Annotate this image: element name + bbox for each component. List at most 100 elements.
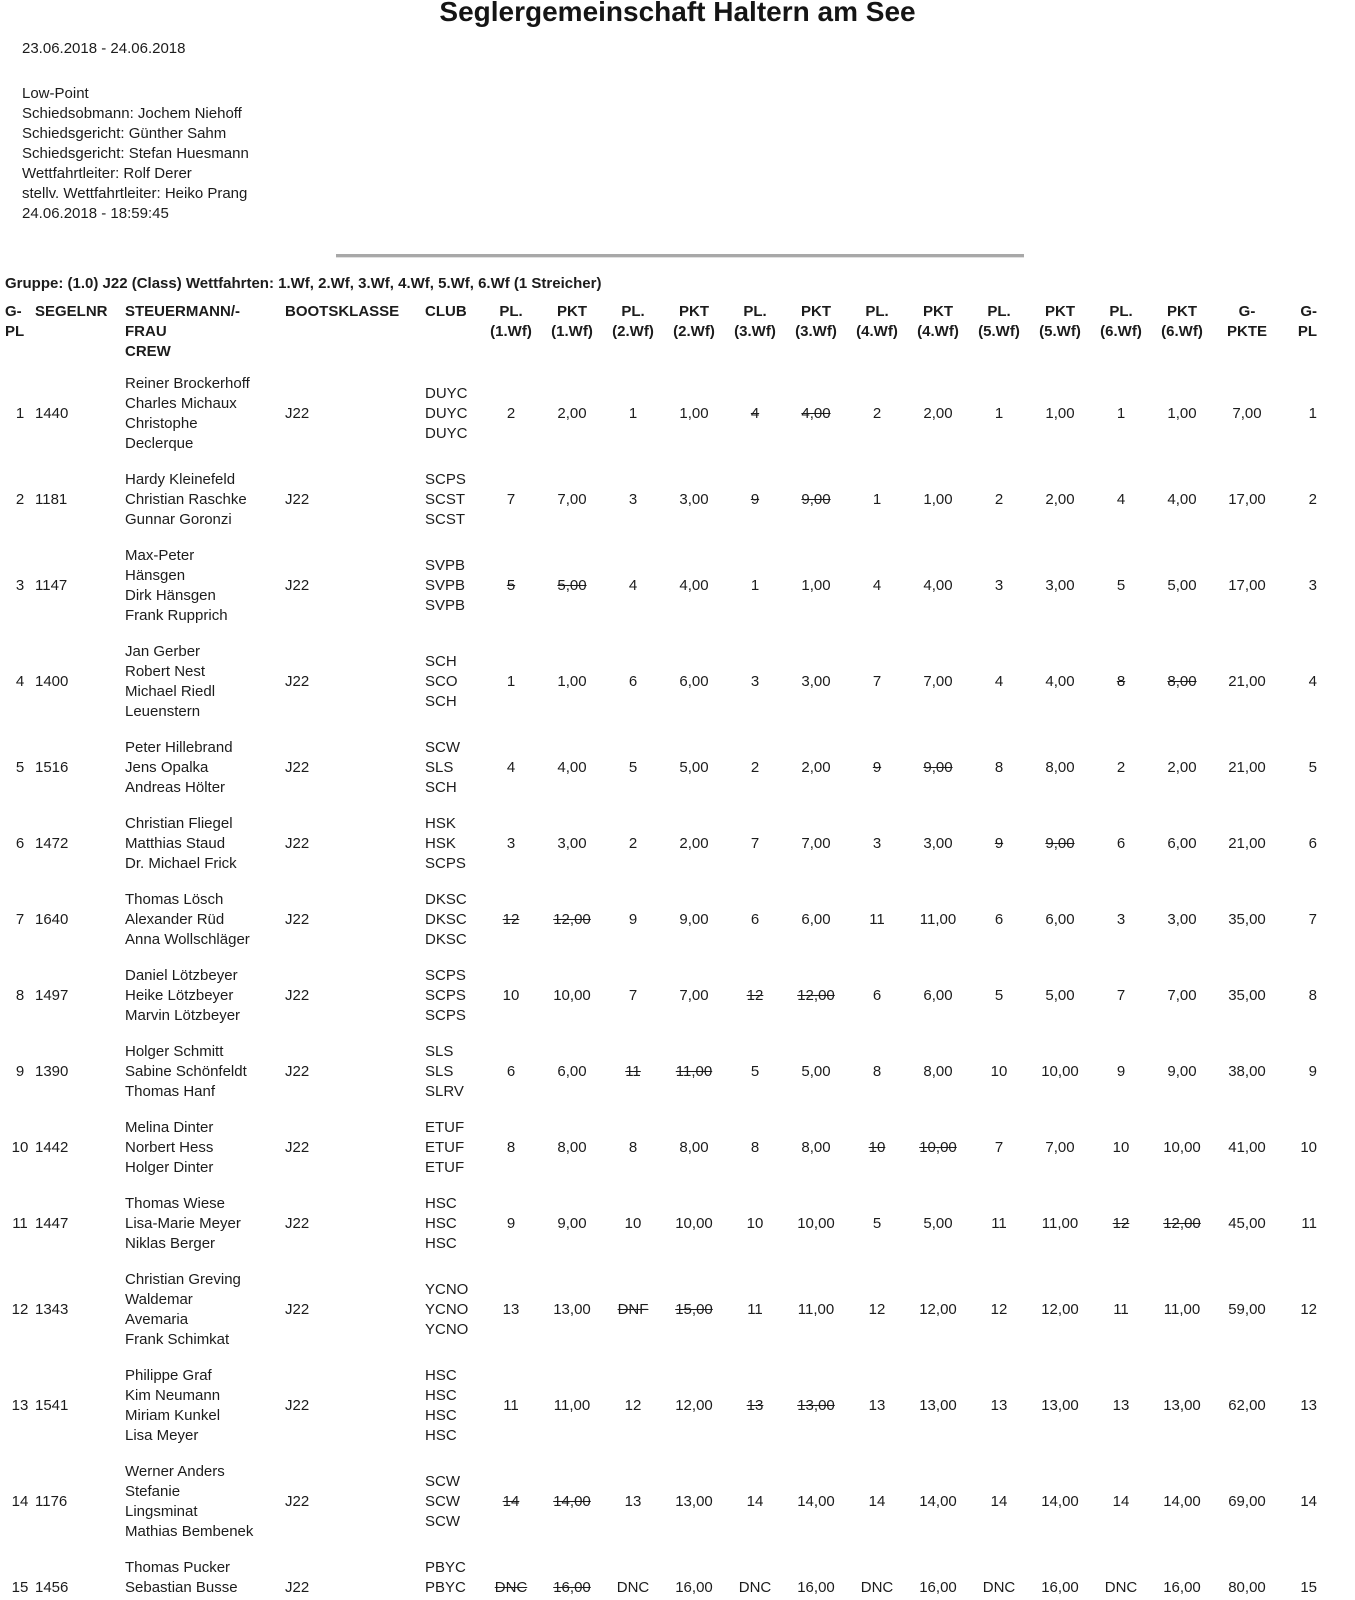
club-line: SCW bbox=[425, 1493, 460, 1510]
club-line: SCW bbox=[425, 1473, 460, 1490]
race-points-cell: 2,00 bbox=[1045, 491, 1075, 508]
club-line: SLRV bbox=[425, 1083, 464, 1100]
race-points-cell: 8,00 bbox=[801, 1139, 831, 1156]
total-points-cell: 17,00 bbox=[1228, 491, 1266, 508]
race-points-cell: 16,00 bbox=[675, 1579, 713, 1596]
club-line: DUYC bbox=[425, 385, 468, 402]
race-points-cell: 5,00 bbox=[1045, 987, 1075, 1004]
race-place-cell: DNC bbox=[616, 1579, 650, 1596]
club-line: YCNO bbox=[425, 1281, 469, 1298]
header-line: PKT bbox=[557, 303, 587, 320]
race-points-cell: 7,00 bbox=[923, 673, 953, 690]
header-race-points: PKT (1.Wf) bbox=[539, 300, 605, 366]
race-place-cell: DNF bbox=[617, 1301, 649, 1318]
header-race-place: PL. (4.Wf) bbox=[849, 300, 905, 366]
crew-line: Lisa-Marie Meyer bbox=[125, 1215, 241, 1232]
header-race-points: PKT (6.Wf) bbox=[1149, 300, 1215, 366]
club-cell: SCH SCO SCH bbox=[425, 634, 483, 730]
rank-cell: 4 bbox=[15, 673, 25, 690]
crew-cell: Thomas Wiese Lisa-Marie Meyer Niklas Berge… bbox=[125, 1186, 285, 1262]
race-points-cell: 11,00 bbox=[1041, 1215, 1079, 1232]
crew-line: Anna Wollschläger bbox=[125, 931, 250, 948]
header-line: PKT bbox=[801, 303, 831, 320]
total-rank-cell: 5 bbox=[1308, 759, 1317, 776]
race-points-cell: 10,00 bbox=[1041, 1063, 1079, 1080]
race-points-cell: 5,00 bbox=[557, 577, 587, 594]
race-place-cell: DNC bbox=[982, 1579, 1016, 1596]
race-points-cell: 11,00 bbox=[797, 1301, 835, 1318]
race-points-cell: 13,00 bbox=[1163, 1397, 1201, 1414]
crew-line: Thomas Pucker bbox=[125, 1559, 231, 1576]
header-line: PKT bbox=[1167, 303, 1197, 320]
race-points-cell: 14,00 bbox=[797, 1493, 835, 1510]
crew-line: Avemaria bbox=[125, 1311, 189, 1328]
race-place-cell: 8 bbox=[750, 1139, 760, 1156]
race-place-cell: 3 bbox=[506, 835, 516, 852]
crew-line: Declerque bbox=[125, 435, 194, 452]
race-points-cell: 9,00 bbox=[1167, 1063, 1197, 1080]
race-points-cell: 14,00 bbox=[1041, 1493, 1079, 1510]
crew-line: Lingsminat bbox=[125, 1503, 198, 1520]
rank-cell: 15 bbox=[11, 1579, 29, 1596]
results-header-row: G- PL SEGELNR STEUERMANN/- FRAU CREW BOOTSKLAS… bbox=[5, 300, 1317, 366]
boatclass-cell: J22 bbox=[285, 1493, 310, 1510]
race-place-cell: 11 bbox=[625, 1063, 641, 1080]
total-rank-cell: 8 bbox=[1308, 987, 1317, 1004]
race-points-cell: 8,00 bbox=[1045, 759, 1075, 776]
rank-cell: 12 bbox=[11, 1301, 29, 1318]
crew-line: Robert Nest bbox=[125, 663, 206, 680]
club-line: SLS bbox=[425, 759, 454, 776]
race-points-cell: 4,00 bbox=[801, 405, 831, 422]
club-line: DKSC bbox=[425, 891, 467, 908]
header-race-points: PKT (5.Wf) bbox=[1027, 300, 1093, 366]
results-table: G- PL SEGELNR STEUERMANN/- FRAU CREW BOOTSKLAS… bbox=[5, 300, 1317, 1600]
header-line: PL. bbox=[987, 303, 1011, 320]
race-points-cell: 1,00 bbox=[923, 491, 953, 508]
race-place-cell: 11 bbox=[747, 1301, 763, 1318]
race-points-cell: 7,00 bbox=[1045, 1139, 1075, 1156]
crew-line: Hardy Kleinefeld bbox=[125, 471, 236, 488]
race-points-cell: 14,00 bbox=[1163, 1493, 1201, 1510]
total-points-cell: 21,00 bbox=[1228, 759, 1266, 776]
club-line: YCNO bbox=[425, 1301, 469, 1318]
crew-cell: Reiner Brockerhoff Charles Michaux Christo… bbox=[125, 366, 285, 462]
table-row: 9 1390 Holger Schmitt Sabine Schönfeldt Thom… bbox=[5, 1034, 1317, 1110]
race-place-cell: 4 bbox=[994, 673, 1004, 690]
header-line: PKT bbox=[923, 303, 953, 320]
race-place-cell: 10 bbox=[868, 1139, 886, 1156]
club-line: SCH bbox=[425, 693, 457, 710]
rank-cell: 5 bbox=[15, 759, 25, 776]
total-points-cell: 62,00 bbox=[1228, 1397, 1266, 1414]
club-line: SLS bbox=[425, 1063, 454, 1080]
race-place-cell: 2 bbox=[628, 835, 638, 852]
race-place-cell: 4 bbox=[628, 577, 638, 594]
race-points-cell: 1,00 bbox=[557, 673, 587, 690]
boatclass-cell: J22 bbox=[285, 987, 310, 1004]
sailnumber-cell: 1640 bbox=[35, 911, 69, 928]
race-place-cell: 13 bbox=[746, 1397, 764, 1414]
race-points-cell: 6,00 bbox=[679, 673, 709, 690]
header-line: (5.Wf) bbox=[1039, 323, 1081, 340]
race-points-cell: 13,00 bbox=[675, 1493, 713, 1510]
club-line: HSC bbox=[425, 1215, 457, 1232]
event-date-range: 23.06.2018 - 24.06.2018 bbox=[22, 40, 186, 57]
club-line: ETUF bbox=[425, 1119, 465, 1136]
total-rank-cell: 12 bbox=[1300, 1301, 1317, 1318]
boatclass-cell: J22 bbox=[285, 577, 310, 594]
club-line: HSK bbox=[425, 815, 456, 832]
sailnumber-cell: 1447 bbox=[35, 1215, 69, 1232]
rank-cell: 11 bbox=[12, 1215, 28, 1232]
race-points-cell: 3,00 bbox=[679, 491, 709, 508]
total-points-cell: 41,00 bbox=[1228, 1139, 1266, 1156]
header-sailnumber: SEGELNR bbox=[35, 303, 108, 320]
race-points-cell: 13,00 bbox=[797, 1397, 835, 1414]
race-place-cell: 14 bbox=[1112, 1493, 1130, 1510]
header-line: PL. bbox=[865, 303, 889, 320]
race-points-cell: 7,00 bbox=[557, 491, 587, 508]
header-race-place: PL. (6.Wf) bbox=[1093, 300, 1149, 366]
club-line: SCH bbox=[425, 779, 457, 796]
rank-cell: 2 bbox=[15, 491, 25, 508]
total-rank-cell: 14 bbox=[1300, 1493, 1317, 1510]
club-line: DUYC bbox=[425, 405, 468, 422]
